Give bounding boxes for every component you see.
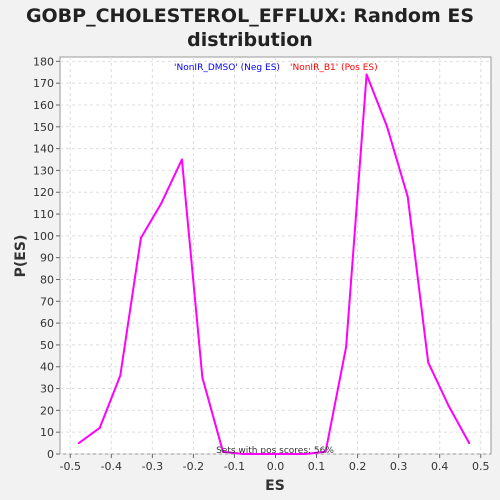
x-axis-label: ES: [265, 478, 285, 494]
series-point: [242, 453, 245, 455]
y-tick-label: 110: [33, 208, 54, 221]
y-tick-label: 30: [40, 383, 54, 396]
legend-entry-neg-es: 'NonIR_DMSO' (Neg ES): [174, 63, 280, 73]
x-tick-label: 0.2: [349, 460, 367, 473]
y-tick-label: 20: [40, 404, 54, 417]
chart-title-line-1: GOBP_CHOLESTEROL_EFFLUX: Random ES: [26, 5, 474, 27]
y-tick-label: 170: [33, 77, 54, 90]
series-point: [77, 442, 80, 445]
series-point: [221, 450, 224, 453]
y-tick-label: 150: [33, 121, 54, 134]
y-tick-label: 40: [40, 361, 54, 374]
series-point: [160, 202, 163, 205]
pos-scores-annotation: Sets with pos scores: 56%: [216, 446, 334, 456]
x-axis-ticks: -0.5 -0.4 -0.3 -0.2 -0.1 0.0 0.1 0.2 0.3 0.4 0.5: [60, 454, 490, 473]
x-tick-label: 0.0: [267, 460, 285, 473]
series-point: [468, 442, 471, 445]
x-tick-label: -0.1: [224, 460, 245, 473]
series-point: [324, 450, 327, 453]
y-tick-label: 140: [33, 143, 54, 156]
series-point: [119, 374, 122, 377]
series-point: [447, 405, 450, 408]
y-tick-label: 80: [40, 273, 54, 286]
y-tick-label: 60: [40, 317, 54, 330]
y-tick-label: 130: [33, 164, 54, 177]
y-axis-ticks: 0 10 20 30 40 50 60 70 80 90 100 110 120 130 140 150 160…: [33, 55, 60, 461]
series-point: [365, 73, 368, 76]
series-point: [304, 453, 307, 455]
series-line: [78, 73, 471, 455]
series-point: [98, 426, 101, 429]
series-point: [201, 376, 204, 379]
series-point: [386, 125, 389, 128]
x-tick-label: 0.4: [431, 460, 449, 473]
legend-entry-pos-es: 'NonIR_B1' (Pos ES): [290, 63, 378, 73]
y-tick-label: 120: [33, 186, 54, 199]
x-tick-label: 0.5: [472, 460, 490, 473]
series-point: [283, 453, 286, 455]
series-point: [427, 361, 430, 364]
x-tick-label: 0.1: [308, 460, 326, 473]
series-point: [345, 346, 348, 349]
y-tick-label: 50: [40, 339, 54, 352]
x-tick-label: -0.3: [142, 460, 163, 473]
series-point: [406, 195, 409, 198]
y-tick-label: 90: [40, 252, 54, 265]
grid-lines: [60, 57, 491, 455]
series-points: [77, 73, 471, 455]
x-tick-label: -0.4: [101, 460, 122, 473]
y-axis-label: P(ES): [13, 235, 29, 278]
series-point: [180, 158, 183, 161]
x-tick-label: -0.5: [60, 460, 81, 473]
y-tick-label: 0: [47, 448, 54, 461]
series-point: [139, 237, 142, 240]
y-tick-label: 100: [33, 230, 54, 243]
y-tick-label: 180: [33, 55, 54, 68]
x-tick-label: 0.3: [390, 460, 408, 473]
y-tick-label: 70: [40, 295, 54, 308]
x-tick-label: -0.2: [183, 460, 204, 473]
chart-title-line-2: distribution: [187, 29, 313, 51]
series-point: [263, 453, 266, 455]
y-tick-label: 10: [40, 426, 54, 439]
y-tick-label: 160: [33, 99, 54, 112]
